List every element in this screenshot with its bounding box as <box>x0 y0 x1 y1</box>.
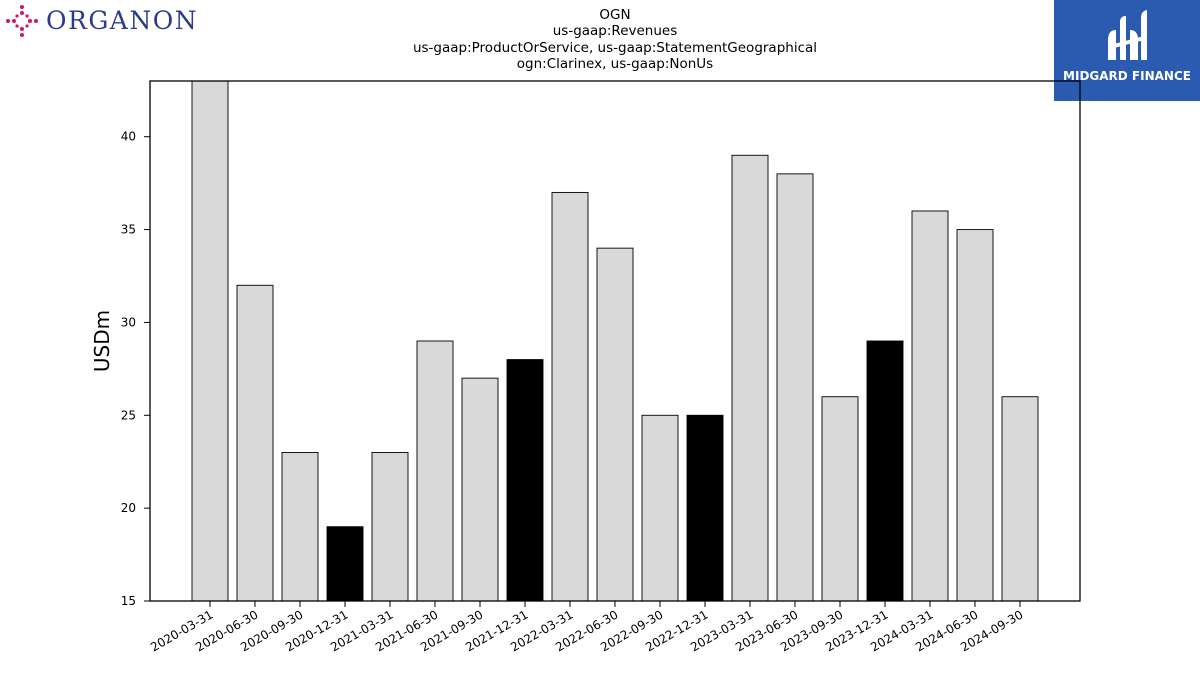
y-tick-label: 40 <box>121 130 136 144</box>
bar-2022-06-30 <box>596 247 634 602</box>
bar-2022-12-31 <box>686 414 724 602</box>
chart-title-line: OGN <box>599 7 631 23</box>
bar-2020-03-31 <box>191 80 229 602</box>
bar-2023-06-30 <box>776 173 814 602</box>
chart-title-line: ogn:Clarinex, us-gaap:NonUs <box>516 55 714 72</box>
bar-2024-09-30 <box>1001 396 1039 602</box>
y-tick-label: 35 <box>121 223 136 237</box>
chart-title-line: us-gaap:ProductOrService, us-gaap:Statem… <box>412 39 818 56</box>
organon-logo-text: ORGANON <box>46 6 199 35</box>
organon-logo: ORGANON <box>4 4 234 38</box>
y-tick-label: 30 <box>121 315 136 329</box>
plot-frame <box>149 80 1081 602</box>
midgard-finance-mark-icon <box>1108 10 1147 60</box>
chart-title-line: us-gaap:Revenues <box>552 23 678 40</box>
bar-2022-03-31 <box>551 191 589 602</box>
x-axis-ticks: 2020-03-312020-06-302020-09-302020-12-31… <box>148 601 1026 654</box>
y-tick-label: 15 <box>121 594 136 608</box>
y-axis-label: USDm <box>90 310 114 372</box>
bar-2024-06-30 <box>956 229 994 602</box>
bar-2023-09-30 <box>821 396 859 602</box>
bar-2021-03-31 <box>371 451 409 602</box>
bar-2023-12-31 <box>866 340 904 602</box>
bar-2020-09-30 <box>281 451 319 602</box>
chart-title: OGN us-gaap:Revenues us-gaap:ProductOrSe… <box>315 7 915 72</box>
y-tick-label: 20 <box>121 501 136 515</box>
bar-2021-09-30 <box>461 377 499 602</box>
bar-2020-06-30 <box>236 284 274 602</box>
bar-2023-03-31 <box>731 154 769 602</box>
organon-logo-icon <box>6 5 38 37</box>
midgard-finance-text: MIDGARD FINANCE <box>1063 69 1191 83</box>
bar-2021-12-31 <box>506 359 544 602</box>
bar-2020-12-31 <box>326 526 364 602</box>
bar-2022-09-30 <box>641 414 679 602</box>
y-axis-ticks: 15 20 25 30 35 40 <box>121 130 150 608</box>
midgard-finance-logo: MIDGARD FINANCE <box>1054 0 1200 101</box>
y-tick-label: 25 <box>121 408 136 422</box>
bar-2024-03-31 <box>911 210 949 602</box>
bars-group <box>191 80 1039 602</box>
bar-2021-06-30 <box>416 340 454 602</box>
